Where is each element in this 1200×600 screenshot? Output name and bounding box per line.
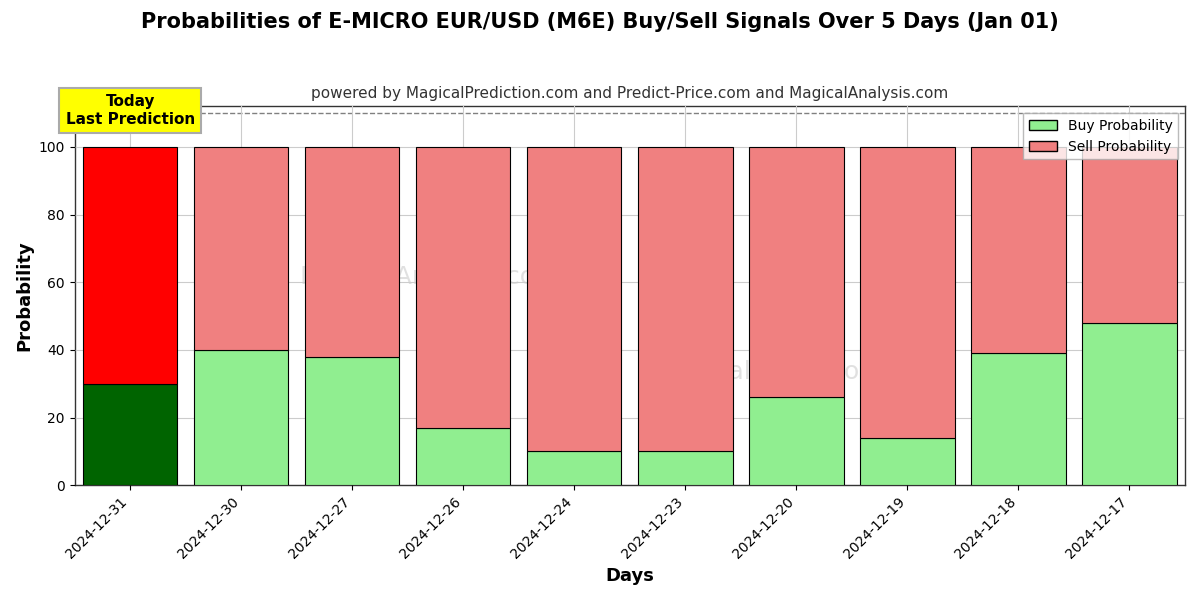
Text: Probabilities of E-MICRO EUR/USD (M6E) Buy/Sell Signals Over 5 Days (Jan 01): Probabilities of E-MICRO EUR/USD (M6E) B… [142, 12, 1058, 32]
Bar [194, 350, 288, 485]
Bar [1082, 147, 1177, 323]
Bar [749, 397, 844, 485]
Bar [83, 147, 178, 383]
Bar [971, 147, 1066, 353]
Bar [527, 147, 622, 451]
Legend: Buy Probability, Sell Probability: Buy Probability, Sell Probability [1024, 113, 1178, 160]
Bar [638, 147, 732, 451]
Bar [527, 451, 622, 485]
Bar [416, 147, 510, 428]
Text: MagicalPrediction.com: MagicalPrediction.com [655, 359, 937, 383]
Bar [971, 353, 1066, 485]
Y-axis label: Probability: Probability [16, 241, 34, 351]
Text: MagicalAnalysis.com: MagicalAnalysis.com [300, 265, 560, 289]
X-axis label: Days: Days [605, 567, 654, 585]
Text: Today
Last Prediction: Today Last Prediction [66, 94, 194, 127]
Bar [638, 451, 732, 485]
Bar [860, 438, 955, 485]
Bar [83, 383, 178, 485]
Bar [749, 147, 844, 397]
Bar [194, 147, 288, 350]
Bar [305, 147, 400, 356]
Bar [416, 428, 510, 485]
Bar [305, 356, 400, 485]
Bar [1082, 323, 1177, 485]
Bar [860, 147, 955, 438]
Title: powered by MagicalPrediction.com and Predict-Price.com and MagicalAnalysis.com: powered by MagicalPrediction.com and Pre… [311, 86, 948, 101]
